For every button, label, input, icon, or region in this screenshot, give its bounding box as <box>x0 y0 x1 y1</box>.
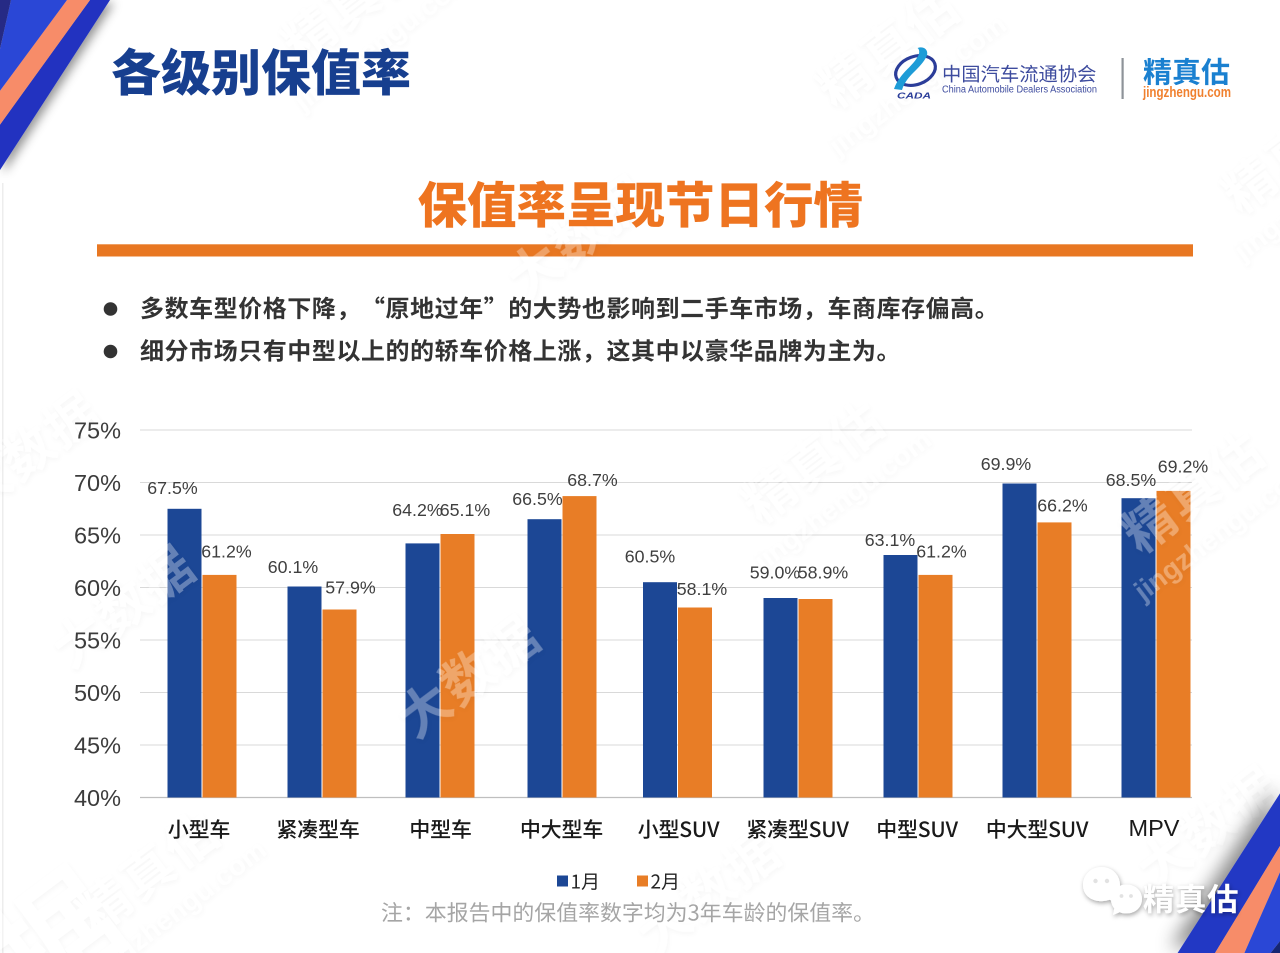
svg-text:64.2%: 64.2% <box>392 500 443 520</box>
svg-text:60.5%: 60.5% <box>625 547 676 567</box>
svg-text:58.1%: 58.1% <box>677 579 728 599</box>
svg-text:58.9%: 58.9% <box>798 563 849 583</box>
svg-text:CADA: CADA <box>897 91 931 101</box>
svg-text:75%: 75% <box>74 417 121 443</box>
svg-text:57.9%: 57.9% <box>325 578 376 598</box>
svg-text:69.9%: 69.9% <box>981 454 1032 474</box>
svg-text:63.1%: 63.1% <box>865 530 916 550</box>
svg-text:60.1%: 60.1% <box>268 557 319 577</box>
svg-text:68.7%: 68.7% <box>567 470 618 490</box>
svg-text:60%: 60% <box>74 575 121 601</box>
svg-text:61.2%: 61.2% <box>201 542 252 562</box>
svg-text:70%: 70% <box>74 470 121 496</box>
svg-text:MPV: MPV <box>1129 815 1180 841</box>
svg-text:59.0%: 59.0% <box>750 563 801 583</box>
svg-text:69.2%: 69.2% <box>1158 457 1209 477</box>
svg-text:65%: 65% <box>74 522 121 548</box>
svg-text:40%: 40% <box>74 785 121 811</box>
svg-text:China Automobile Dealers Assoc: China Automobile Dealers Association <box>942 85 1097 96</box>
svg-text:65.1%: 65.1% <box>440 500 491 520</box>
svg-text:68.5%: 68.5% <box>1106 470 1157 490</box>
svg-text:55%: 55% <box>74 627 121 653</box>
svg-text:66.2%: 66.2% <box>1037 496 1088 516</box>
svg-text:45%: 45% <box>74 732 121 758</box>
svg-text:67.5%: 67.5% <box>147 478 198 498</box>
svg-text:61.2%: 61.2% <box>916 542 967 562</box>
svg-text:jingzhengu.com: jingzhengu.com <box>1142 85 1231 101</box>
svg-text:50%: 50% <box>74 680 121 706</box>
svg-text:66.5%: 66.5% <box>512 489 563 509</box>
